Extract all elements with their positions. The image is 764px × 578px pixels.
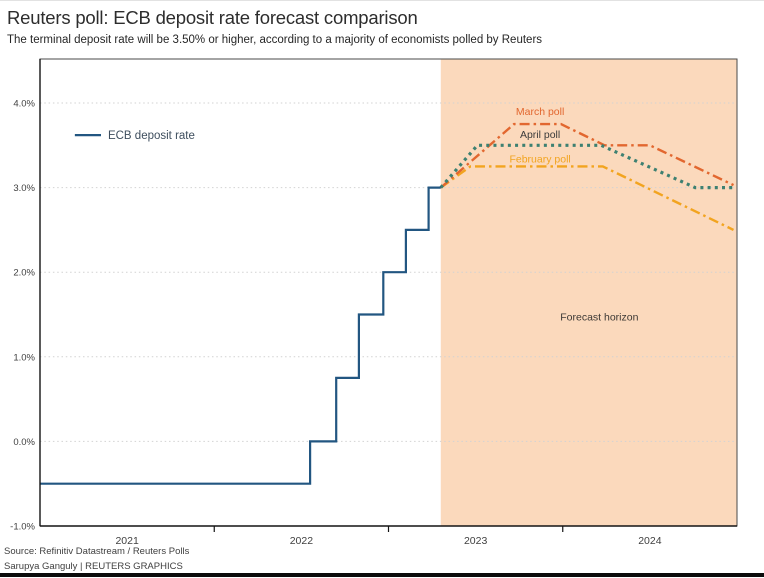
legend-label: ECB deposit rate (108, 130, 195, 142)
forecast-horizon-label: Forecast horizon (560, 312, 638, 324)
x-tick-label: 2022 (290, 535, 314, 547)
y-tick-label: -1.0% (10, 522, 35, 533)
y-tick-label: 3.0% (13, 183, 35, 194)
annotation-february-poll: February poll (509, 153, 570, 165)
y-tick-label: 4.0% (13, 98, 35, 109)
series-march-poll (440, 122, 735, 189)
annotation-april-poll: April poll (520, 129, 560, 141)
author-credit: Sarupya Ganguly | REUTERS GRAPHICS (4, 561, 183, 572)
page-subtitle: The terminal deposit rate will be 3.50% … (7, 34, 543, 46)
annotation-march-poll: March poll (516, 106, 564, 118)
x-tick-label: 2024 (638, 535, 662, 547)
forecast-region (440, 59, 737, 526)
y-tick-label: 1.0% (13, 352, 35, 363)
y-tick-label: 2.0% (13, 268, 35, 279)
x-tick-label: 2023 (464, 535, 488, 547)
y-tick-label: 0.0% (13, 437, 35, 448)
bottom-border-bar (0, 573, 764, 577)
series-ecb-deposit-rate (40, 186, 441, 485)
x-tick-label: 2021 (115, 535, 139, 547)
series-february-poll (440, 165, 735, 231)
page-title: Reuters poll: ECB deposit rate forecast … (7, 7, 418, 28)
series-april-poll (439, 143, 734, 190)
source-credit: Source: Refinitiv Datastream / Reuters P… (4, 546, 190, 557)
